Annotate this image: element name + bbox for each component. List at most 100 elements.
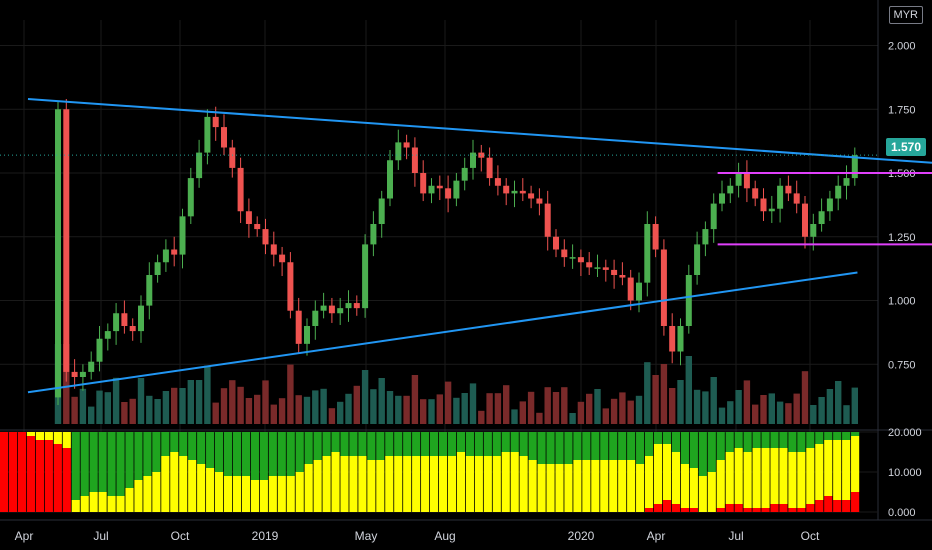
osc-bar-green — [492, 432, 501, 456]
candle-body — [154, 262, 161, 275]
candle-body — [345, 303, 352, 309]
osc-bar-yellow — [465, 456, 474, 512]
trendline — [27, 98, 932, 164]
osc-bar-green — [600, 432, 609, 460]
volume-bar — [835, 381, 842, 424]
volume-bar — [278, 398, 286, 424]
volume-bar — [494, 393, 502, 424]
osc-bar-red — [689, 508, 698, 512]
osc-bar-yellow — [206, 468, 215, 512]
volume-bar — [801, 371, 809, 424]
candle-body — [287, 262, 294, 311]
candle-body — [55, 109, 61, 398]
osc-bar-yellow — [582, 460, 591, 512]
volume-bar — [295, 395, 302, 424]
osc-bar-yellow — [430, 456, 439, 512]
osc-bar-red — [842, 500, 851, 512]
candle-body — [304, 326, 310, 344]
volume-bar — [519, 401, 526, 424]
osc-bar-red — [743, 508, 752, 512]
osc-bar-red — [788, 508, 797, 512]
osc-bar-yellow — [779, 448, 788, 504]
osc-bar-green — [761, 432, 770, 448]
volume-bar — [677, 380, 684, 424]
candle-body — [411, 147, 418, 173]
volume-bar — [195, 380, 203, 424]
candle-body — [395, 142, 402, 161]
candle-body — [536, 198, 543, 204]
volume-bar — [411, 375, 419, 424]
osc-bar-green — [277, 432, 286, 476]
osc-bar-yellow — [438, 456, 448, 512]
volume-bar — [644, 362, 651, 424]
osc-bar-green — [394, 432, 403, 456]
candle-body — [727, 185, 734, 194]
candle-body — [793, 193, 800, 204]
osc-bar-green — [340, 432, 349, 456]
candle-body — [470, 152, 476, 168]
osc-bar-yellow — [689, 468, 698, 508]
candle-body — [453, 180, 460, 199]
osc-bar-yellow — [725, 452, 734, 504]
osc-bar-red — [815, 500, 824, 512]
osc-bar-green — [618, 432, 627, 460]
candle-body — [777, 185, 784, 209]
osc-bar-green — [645, 432, 654, 456]
osc-bar-green — [725, 432, 734, 452]
candle-body — [71, 371, 78, 377]
x-tick-label: Oct — [171, 529, 190, 543]
volume-bar — [204, 365, 211, 424]
candle-body — [270, 244, 277, 255]
volume-bar — [718, 407, 726, 424]
osc-bar-green — [421, 432, 430, 456]
x-tick-label: May — [355, 529, 378, 543]
volume-bar — [361, 370, 369, 424]
osc-bar-green — [465, 432, 474, 456]
osc-bar-yellow — [797, 452, 806, 508]
candle-body — [312, 310, 319, 326]
candle-body — [685, 275, 692, 326]
osc-bar-yellow — [412, 456, 421, 512]
osc-bar-yellow — [528, 460, 537, 512]
candle-body — [743, 173, 750, 189]
candle-body — [752, 188, 759, 199]
osc-bar-yellow — [331, 452, 340, 512]
osc-bar-red — [779, 504, 788, 512]
x-tick-label: Jul — [93, 529, 108, 543]
osc-bar-green — [313, 432, 322, 460]
osc-bar-red — [17, 432, 27, 512]
osc-bar-green — [680, 432, 689, 464]
candle-body — [760, 198, 767, 212]
volume-bar — [171, 387, 178, 424]
osc-bar-yellow — [268, 476, 277, 512]
osc-bar-green — [179, 432, 188, 456]
osc-bar-yellow — [537, 464, 546, 512]
volume-bar — [710, 377, 717, 424]
osc-bar-green — [743, 432, 752, 452]
volume-bar — [104, 392, 111, 424]
volume-bar — [569, 413, 576, 424]
osc-bar-green — [662, 432, 672, 444]
candle-body — [677, 326, 684, 352]
osc-bar-yellow — [385, 456, 394, 512]
osc-bar-green — [152, 432, 161, 472]
volume-bar — [727, 401, 734, 424]
osc-bar-green — [71, 432, 80, 500]
osc-bar-red — [53, 444, 62, 512]
osc-bar-green — [627, 432, 636, 460]
candle-body — [221, 127, 227, 148]
osc-bar-red — [824, 496, 833, 512]
osc-bar-yellow — [519, 456, 528, 512]
osc-bar-green — [609, 432, 618, 460]
volume-bar — [735, 390, 742, 424]
currency-badge[interactable]: MYR — [888, 6, 923, 24]
x-tick-label: Jul — [728, 529, 743, 543]
osc-bar-green — [510, 432, 519, 452]
volume-bar — [702, 391, 709, 424]
osc-bar-yellow — [107, 496, 116, 512]
candle-body — [644, 224, 651, 283]
osc-bar-green — [591, 432, 600, 460]
osc-bar-yellow — [394, 456, 403, 512]
